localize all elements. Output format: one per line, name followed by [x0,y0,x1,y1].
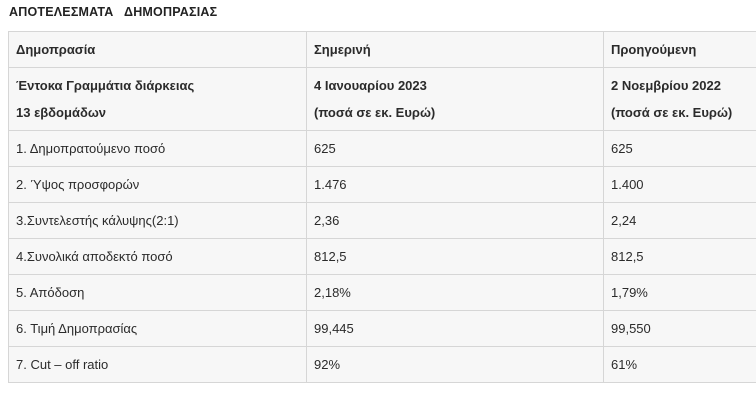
table-row: 7. Cut – off ratio 92% 61% [8,346,756,383]
row-label: 5. Απόδοση [8,274,307,311]
row-current-value: 2,18% [306,274,604,311]
row-current-value: 625 [306,130,604,167]
table-row: 1. Δημοπρατούμενο ποσό 625 625 [8,130,756,167]
current-units: (ποσά σε εκ. Ευρώ) [314,105,436,120]
table-subheader-row: Έντοκα Γραμμάτια διάρκειας 13 εβδομάδων … [8,67,756,131]
row-previous-value: 812,5 [603,238,756,275]
table-row: 4.Συνολικά αποδεκτό ποσό 812,5 812,5 [8,238,756,275]
row-current-value: 1.476 [306,166,604,203]
row-label: 1. Δημοπρατούμενο ποσό [8,130,307,167]
row-current-value: 92% [306,346,604,383]
table-header-row: Δημοπρασία Σημερινή Προηγούμενη [8,31,756,68]
subheader-current-date: 4 Ιανουαρίου 2023 (ποσά σε εκ. Ευρώ) [306,67,604,131]
row-previous-value: 99,550 [603,310,756,347]
row-previous-value: 1.400 [603,166,756,203]
auction-results-table: Δημοπρασία Σημερινή Προηγούμενη Έντοκα Γ… [8,31,756,383]
row-current-value: 2,36 [306,202,604,239]
table-row: 5. Απόδοση 2,18% 1,79% [8,274,756,311]
row-label: 6. Τιμή Δημοπρασίας [8,310,307,347]
page-title: ΑΠΟΤΕΛΕΣΜΑΤΑ ΔΗΜΟΠΡΑΣΙΑΣ [9,5,218,19]
header-auction: Δημοπρασία [8,31,307,68]
subheader-previous-date: 2 Νοεμβρίου 2022 (ποσά σε εκ. Ευρώ) [603,67,756,131]
table-row: 6. Τιμή Δημοπρασίας 99,445 99,550 [8,310,756,347]
subheader-instrument: Έντοκα Γραμμάτια διάρκειας 13 εβδομάδων [8,67,307,131]
previous-units: (ποσά σε εκ. Ευρώ) [611,105,733,120]
row-label: 4.Συνολικά αποδεκτό ποσό [8,238,307,275]
instrument-line-1: Έντοκα Γραμμάτια διάρκειας [16,78,195,93]
current-date: 4 Ιανουαρίου 2023 [314,78,427,93]
row-label: 3.Συντελεστής κάλυψης(2:1) [8,202,307,239]
instrument-line-2: 13 εβδομάδων [16,105,107,120]
previous-date: 2 Νοεμβρίου 2022 [611,78,721,93]
table-row: 2. Ύψος προσφορών 1.476 1.400 [8,166,756,203]
row-current-value: 99,445 [306,310,604,347]
header-current: Σημερινή [306,31,604,68]
table-row: 3.Συντελεστής κάλυψης(2:1) 2,36 2,24 [8,202,756,239]
row-previous-value: 61% [603,346,756,383]
row-label: 2. Ύψος προσφορών [8,166,307,203]
row-previous-value: 625 [603,130,756,167]
row-previous-value: 1,79% [603,274,756,311]
row-label: 7. Cut – off ratio [8,346,307,383]
row-previous-value: 2,24 [603,202,756,239]
header-previous: Προηγούμενη [603,31,756,68]
row-current-value: 812,5 [306,238,604,275]
